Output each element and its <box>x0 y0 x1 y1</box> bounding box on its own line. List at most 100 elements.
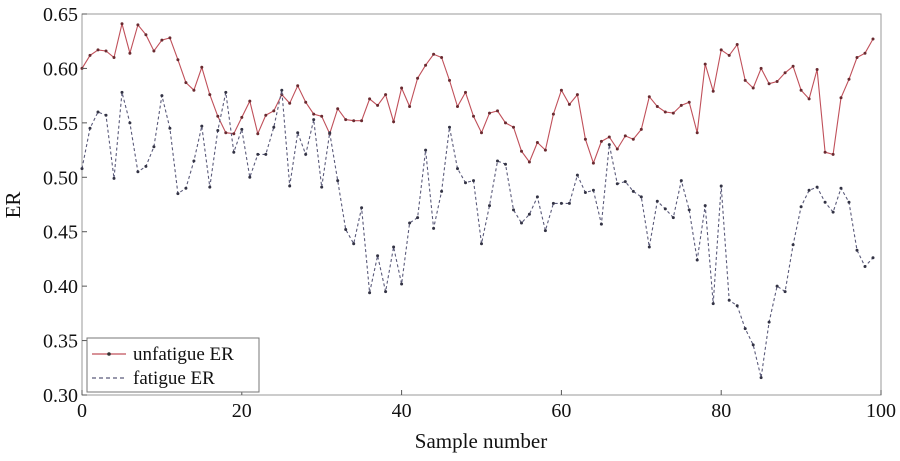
plot-area <box>81 13 882 396</box>
data-point-fatigue <box>663 207 667 211</box>
data-point-unfatigue <box>128 51 132 55</box>
data-point-fatigue <box>783 290 787 294</box>
legend-box <box>86 337 260 393</box>
data-point-unfatigue <box>591 161 595 165</box>
data-point-fatigue <box>599 222 603 226</box>
data-point-fatigue <box>871 256 875 260</box>
data-point-unfatigue <box>823 150 827 154</box>
data-point-unfatigue <box>599 139 603 143</box>
data-point-unfatigue <box>392 120 396 124</box>
data-point-unfatigue <box>120 22 124 26</box>
data-point-fatigue <box>767 320 771 324</box>
data-point-fatigue <box>488 204 491 208</box>
data-point-unfatigue <box>488 111 491 115</box>
data-point-fatigue <box>296 131 300 135</box>
data-point-fatigue <box>535 195 539 199</box>
data-point-fatigue <box>184 186 188 190</box>
data-point-fatigue <box>272 125 276 129</box>
data-point-fatigue <box>400 282 404 286</box>
data-point-unfatigue <box>112 56 116 59</box>
series-line-unfatigue <box>81 23 874 165</box>
x-tick-label: 80 <box>711 400 731 422</box>
data-point-unfatigue <box>711 89 715 93</box>
y-tick-label: 0.30 <box>43 385 78 407</box>
data-point-unfatigue <box>248 99 252 103</box>
data-point-unfatigue <box>671 111 675 115</box>
data-point-unfatigue <box>208 93 212 97</box>
data-point-fatigue <box>472 179 475 183</box>
data-point-unfatigue <box>216 114 220 118</box>
data-point-fatigue <box>352 242 356 246</box>
data-point-unfatigue <box>200 65 204 69</box>
data-point-unfatigue <box>807 97 811 101</box>
data-point-unfatigue <box>336 107 340 111</box>
series-line-fatigue <box>81 90 874 378</box>
data-point-fatigue <box>88 126 92 130</box>
data-point-unfatigue <box>583 137 587 141</box>
data-point-unfatigue <box>88 53 92 57</box>
data-point-unfatigue <box>312 112 316 116</box>
data-point-unfatigue <box>703 62 707 66</box>
data-point-fatigue <box>655 199 659 203</box>
data-point-fatigue <box>448 125 451 129</box>
data-point-fatigue <box>863 265 867 268</box>
y-tick-label: 0.50 <box>43 167 78 189</box>
data-point-fatigue <box>551 201 555 205</box>
data-point-fatigue <box>240 127 244 131</box>
data-point-fatigue <box>408 221 412 225</box>
data-point-unfatigue <box>847 77 851 81</box>
data-point-unfatigue <box>144 33 148 37</box>
data-point-unfatigue <box>256 132 260 136</box>
data-point-unfatigue <box>559 88 563 92</box>
x-tick-label: 20 <box>232 400 252 422</box>
data-point-fatigue <box>815 185 819 189</box>
data-point-unfatigue <box>639 127 643 131</box>
data-point-unfatigue <box>775 80 779 83</box>
data-point-unfatigue <box>607 135 611 139</box>
data-point-fatigue <box>799 205 803 209</box>
data-point-fatigue <box>200 124 204 128</box>
data-point-fatigue <box>791 243 795 247</box>
data-point-unfatigue <box>791 64 795 68</box>
data-point-fatigue <box>336 179 340 183</box>
data-point-fatigue <box>559 201 563 205</box>
data-point-fatigue <box>855 248 859 252</box>
data-point-fatigue <box>360 206 364 210</box>
data-point-unfatigue <box>472 114 475 118</box>
data-point-unfatigue <box>551 112 555 116</box>
data-point-fatigue <box>392 245 396 249</box>
data-point-unfatigue <box>815 68 819 71</box>
data-point-unfatigue <box>783 71 787 75</box>
data-point-unfatigue <box>400 86 404 90</box>
data-point-unfatigue <box>799 88 803 92</box>
data-point-fatigue <box>168 126 172 130</box>
data-point-fatigue <box>695 258 699 262</box>
data-point-unfatigue <box>304 100 308 104</box>
data-point-fatigue <box>623 180 627 184</box>
data-point-unfatigue <box>623 134 627 138</box>
data-point-unfatigue <box>344 118 348 122</box>
data-point-unfatigue <box>695 131 699 135</box>
data-point-unfatigue <box>368 97 372 101</box>
x-tick-label: 60 <box>551 400 571 422</box>
data-point-fatigue <box>456 167 459 171</box>
data-point-fatigue <box>280 88 284 92</box>
data-point-unfatigue <box>663 110 667 114</box>
data-point-fatigue <box>591 188 595 192</box>
data-point-fatigue <box>719 184 723 188</box>
data-point-fatigue <box>847 200 851 204</box>
legend-marker-unfatigue <box>107 352 111 356</box>
data-point-fatigue <box>304 152 308 156</box>
data-point-unfatigue <box>615 147 619 151</box>
data-point-unfatigue <box>759 66 763 70</box>
data-point-fatigue <box>639 195 643 199</box>
legend-label-unfatigue: unfatigue ER <box>133 344 234 365</box>
data-point-unfatigue <box>408 105 412 108</box>
data-point-fatigue <box>679 179 683 183</box>
data-point-unfatigue <box>751 86 755 90</box>
data-point-fatigue <box>224 90 228 94</box>
data-point-fatigue <box>464 181 467 185</box>
x-tick-label: 100 <box>866 400 896 422</box>
data-point-fatigue <box>416 216 420 220</box>
legend: unfatigue ER fatigue ER <box>86 337 260 393</box>
